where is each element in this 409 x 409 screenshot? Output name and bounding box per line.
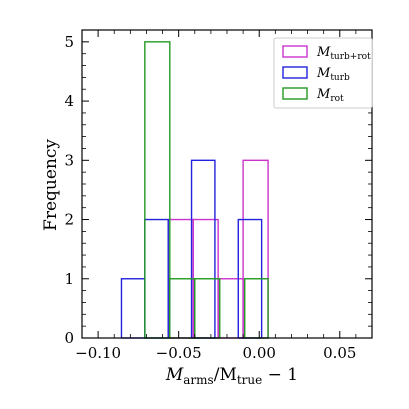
legend-swatch-M_turb bbox=[282, 66, 308, 79]
legend-label-M_turb+rot: Mturb+rot bbox=[316, 45, 371, 62]
y-tick-label-5: 5 bbox=[64, 33, 74, 51]
axis-ticks bbox=[81, 30, 373, 339]
x-tick-label-3: 0.05 bbox=[323, 344, 356, 362]
x-axis-label-sub2: true bbox=[237, 373, 262, 387]
y-tick-label-2: 2 bbox=[64, 211, 74, 229]
series-M_turb+rot bbox=[167, 159, 269, 339]
bar-M_turb+rot-3 bbox=[242, 159, 269, 339]
bar-M_turb+rot-2 bbox=[217, 278, 244, 339]
y-axis-label: Frequency bbox=[41, 139, 61, 231]
x-axis-label-mid: /M bbox=[214, 365, 237, 385]
legend-label-M_rot: Mrot bbox=[316, 87, 344, 104]
y-tick-label-0: 0 bbox=[64, 329, 74, 347]
x-axis-label-tail: − 1 bbox=[262, 365, 298, 385]
x-axis-label-sub: arms bbox=[183, 373, 213, 387]
bar-M_rot-4 bbox=[244, 278, 269, 339]
legend-swatch-M_rot bbox=[282, 87, 308, 100]
bar-M_turb-1 bbox=[144, 218, 169, 339]
axis-tick-labels: −0.10 −0.05 0.00 0.05 0 1 2 3 4 5 bbox=[64, 33, 356, 362]
x-tick-label-2: 0.00 bbox=[243, 344, 276, 362]
histogram-series-group bbox=[120, 41, 269, 339]
y-tick-label-4: 4 bbox=[64, 92, 74, 110]
x-tick-label-1: −0.05 bbox=[156, 344, 202, 362]
legend-swatch-M_turb+rot bbox=[282, 45, 308, 58]
legend-box bbox=[273, 37, 373, 109]
x-axis-label: Marms/Mtrue − 1 bbox=[165, 365, 298, 387]
series-M_rot bbox=[144, 41, 269, 339]
bar-M_rot-0 bbox=[144, 41, 171, 339]
legend-label-M_turb: Mturb bbox=[316, 66, 350, 83]
x-tick-label-0: −0.10 bbox=[75, 344, 121, 362]
y-tick-label-1: 1 bbox=[64, 270, 74, 288]
series-M_turb bbox=[120, 159, 263, 339]
x-axis-label-main: M bbox=[165, 365, 184, 385]
bar-M_rot-2 bbox=[194, 278, 221, 339]
y-tick-label-3: 3 bbox=[64, 151, 74, 169]
legend: Mturb+rot Mturb Mrot bbox=[273, 37, 373, 109]
bar-M_turb-0 bbox=[120, 278, 146, 339]
